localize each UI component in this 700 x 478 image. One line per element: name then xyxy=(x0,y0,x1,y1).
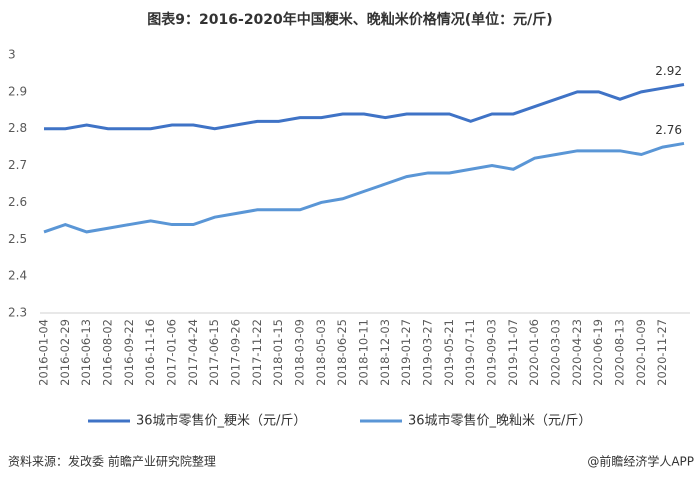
x-tick-label: 2016-11-16 xyxy=(143,319,157,386)
credit: @前瞻经济学人APP xyxy=(587,454,694,469)
y-tick-label: 2.5 xyxy=(8,232,27,246)
source: 资料来源：发改委 前瞻产业研究院整理 xyxy=(8,454,216,469)
x-tick-label: 2016-08-02 xyxy=(101,319,115,386)
x-tick-label: 2019-11-07 xyxy=(506,319,520,386)
x-tick-label: 2020-08-13 xyxy=(613,319,627,386)
x-tick-label: 2016-02-29 xyxy=(58,319,72,386)
series-line xyxy=(43,141,685,234)
y-tick-label: 2.6 xyxy=(8,195,27,209)
x-tick-label: 2018-06-25 xyxy=(335,319,349,386)
x-tick-label: 2019-09-03 xyxy=(485,319,499,386)
x-tick-label: 2020-03-03 xyxy=(549,319,563,386)
x-tick-label: 2016-09-22 xyxy=(122,319,136,386)
data-label: 2.92 xyxy=(655,64,682,78)
x-tick-label: 2019-01-27 xyxy=(399,319,413,386)
x-tick-label: 2017-06-15 xyxy=(207,319,221,386)
x-tick-label: 2018-12-03 xyxy=(378,319,392,386)
x-tick-label: 2018-05-03 xyxy=(314,319,328,386)
data-label: 2.76 xyxy=(655,123,682,137)
x-tick-label: 2020-06-19 xyxy=(591,319,605,386)
y-tick-label: 2.7 xyxy=(8,158,27,172)
x-tick-label: 2017-11-22 xyxy=(250,319,264,386)
y-tick-label: 2.9 xyxy=(8,84,27,98)
series-line xyxy=(44,83,685,131)
x-tick-label: 2020-11-27 xyxy=(655,319,669,386)
x-tick-label: 2017-04-24 xyxy=(186,319,200,386)
x-tick-label: 2017-01-06 xyxy=(165,319,179,386)
legend-label: 36城市零售价_粳米（元/斤） xyxy=(136,413,306,429)
x-tick-label: 2020-10-09 xyxy=(634,319,648,386)
x-tick-label: 2019-05-21 xyxy=(442,319,456,386)
x-tick-label: 2016-06-13 xyxy=(79,319,93,386)
x-tick-label: 2018-03-09 xyxy=(293,319,307,386)
x-tick-label: 2020-01-06 xyxy=(527,319,541,386)
x-tick-label: 2020-04-23 xyxy=(570,319,584,386)
legend-label: 36城市零售价_晚籼米（元/斤） xyxy=(408,413,591,429)
x-tick-label: 2019-03-27 xyxy=(421,319,435,386)
x-tick-label: 2016-01-04 xyxy=(37,319,51,386)
x-tick-label: 2019-07-11 xyxy=(463,319,477,386)
chart-title: 图表9：2016-2020年中国粳米、晚籼米价格情况(单位：元/斤) xyxy=(147,11,552,28)
y-tick-label: 2.8 xyxy=(8,121,27,135)
x-tick-label: 2018-01-15 xyxy=(271,319,285,386)
x-tick-label: 2018-10-11 xyxy=(357,319,371,386)
x-tick-label: 2017-09-26 xyxy=(229,319,243,386)
y-tick-label: 3 xyxy=(8,48,16,62)
y-tick-label: 2.3 xyxy=(8,306,27,320)
y-tick-label: 2.4 xyxy=(8,269,27,283)
